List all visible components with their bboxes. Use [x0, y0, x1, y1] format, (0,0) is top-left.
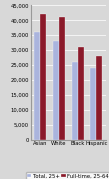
Bar [34, 32, 40, 140]
Bar [77, 47, 83, 140]
Bar [96, 56, 102, 140]
Bar [59, 17, 65, 140]
Bar [72, 62, 77, 140]
Bar [90, 68, 96, 140]
Bar [53, 41, 59, 140]
Bar [40, 14, 46, 140]
Legend: Total, 25+, Full-time, 25-64: Total, 25+, Full-time, 25-64 [26, 172, 109, 179]
